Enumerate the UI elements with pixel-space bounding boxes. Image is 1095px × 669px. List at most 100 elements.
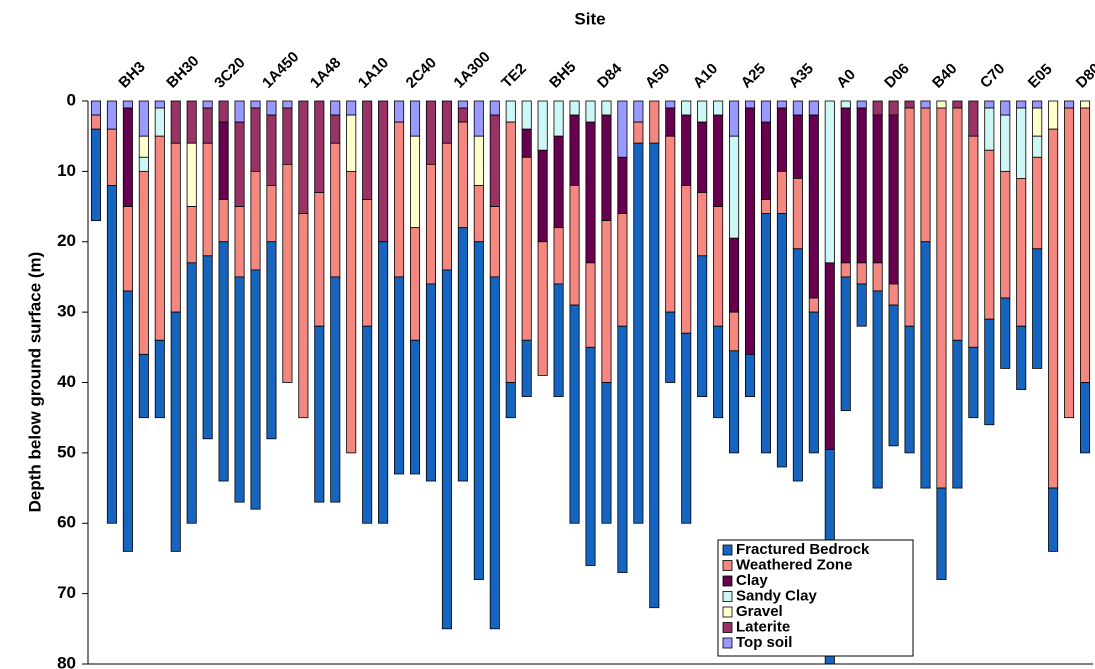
bar-segment — [840, 276, 851, 412]
bar-segment — [792, 100, 803, 116]
bar-segment — [314, 325, 325, 503]
bar-segment — [1000, 297, 1011, 369]
bar-segment — [537, 241, 548, 376]
bar-segment — [633, 142, 644, 524]
bar-segment — [521, 128, 532, 158]
legend-swatch — [722, 606, 733, 618]
bar-segment — [90, 114, 102, 130]
x-tick-label: BH30 — [163, 52, 202, 91]
bar-segment — [409, 339, 421, 475]
x-tick-label: A50 — [642, 60, 673, 91]
bar-segment — [729, 100, 740, 137]
bar-segment — [473, 185, 484, 243]
bar-segment — [489, 276, 500, 630]
legend-label: Gravel — [736, 603, 783, 620]
bar-segment — [792, 248, 803, 482]
bar-segment — [697, 255, 708, 397]
bar-segment — [1064, 107, 1075, 419]
bar-segment — [888, 100, 899, 116]
bar-segment — [154, 135, 165, 341]
bar-segment — [122, 107, 133, 207]
bar-segment — [713, 100, 724, 116]
bar-segment — [760, 199, 772, 214]
bar-segment — [234, 121, 245, 207]
bar-segment — [920, 107, 931, 243]
bar-segment — [968, 135, 979, 348]
bar-segment — [266, 241, 277, 440]
bar-segment — [394, 121, 405, 278]
bar-segment — [760, 121, 772, 200]
plot-area: BH3 BH30 3C20 1A450 1A48 1A10 2C40 1A300 TE2 BH5 D… — [57, 48, 1095, 669]
bar-segment — [266, 100, 277, 116]
bar-segment — [984, 100, 995, 109]
bar-segment — [473, 241, 484, 580]
bar-segment — [170, 311, 181, 552]
bar-segment — [362, 325, 373, 524]
bar-segment — [1048, 128, 1059, 489]
x-tick-label: 2C40 — [403, 54, 440, 91]
bar-segment — [1048, 487, 1059, 552]
legend-label: Weathered Zone — [736, 556, 852, 573]
bar-segment — [505, 382, 516, 419]
bar-segment — [314, 100, 325, 193]
bar-segment — [122, 290, 133, 552]
bar-segment — [856, 100, 867, 109]
bar-segment — [409, 227, 421, 341]
bar-segment — [409, 100, 421, 137]
bar-segment — [617, 213, 628, 327]
bar-segment — [457, 121, 468, 229]
bar-segment — [1032, 156, 1043, 250]
bar-segment — [681, 185, 692, 334]
x-tick-label: C70 — [977, 60, 1008, 91]
bar-segment — [569, 185, 580, 306]
bar-segment — [585, 346, 596, 566]
bar-segment — [888, 114, 899, 285]
bar-segment — [553, 135, 564, 229]
bar-segment — [601, 114, 612, 222]
bar-segment — [346, 100, 357, 116]
bar-segment — [633, 121, 644, 144]
x-tick-label: E05 — [1025, 61, 1056, 92]
bar-segment — [122, 100, 133, 109]
bar-segment — [186, 100, 197, 144]
bar-segment — [776, 170, 787, 214]
bar-segment — [1000, 170, 1011, 299]
bar-segment — [218, 121, 229, 200]
x-tick-label: BH3 — [115, 58, 148, 91]
bar-segment — [888, 304, 899, 447]
bar-segment — [378, 241, 389, 524]
bar-segment — [808, 297, 819, 313]
y-tick-label: 70 — [57, 583, 76, 602]
legend-label: Laterite — [736, 618, 790, 635]
bar-segment — [601, 100, 612, 116]
bar-segment — [936, 487, 947, 580]
bar-segment — [984, 107, 995, 151]
bar-segment — [840, 100, 851, 109]
bar-segment — [138, 353, 149, 419]
bar-segment — [282, 100, 293, 109]
bar-segment — [489, 100, 500, 116]
bar-segment — [808, 100, 819, 116]
bar-segment — [266, 114, 277, 186]
bar-segment — [601, 382, 612, 524]
bar-segment — [649, 142, 660, 609]
bar-segment — [984, 149, 995, 320]
bar-segment — [952, 107, 963, 341]
bar-segment — [744, 353, 756, 397]
bar-segment — [569, 100, 580, 116]
bar-segment — [1032, 135, 1043, 158]
x-tick-label: BH5 — [546, 58, 579, 91]
bar-segment — [633, 100, 644, 123]
bar-segment — [1032, 100, 1043, 109]
bar-segment — [713, 114, 724, 207]
bar-segment — [170, 142, 181, 313]
bar-segment — [968, 100, 979, 137]
y-tick-label: 40 — [57, 372, 76, 391]
legend-swatch — [722, 637, 733, 649]
bar-segment — [314, 192, 325, 327]
bar-segment — [90, 100, 102, 116]
bar-segment — [681, 100, 692, 116]
bar-segment — [521, 100, 532, 130]
bar-segment — [585, 121, 596, 264]
bar-segment — [122, 206, 133, 292]
